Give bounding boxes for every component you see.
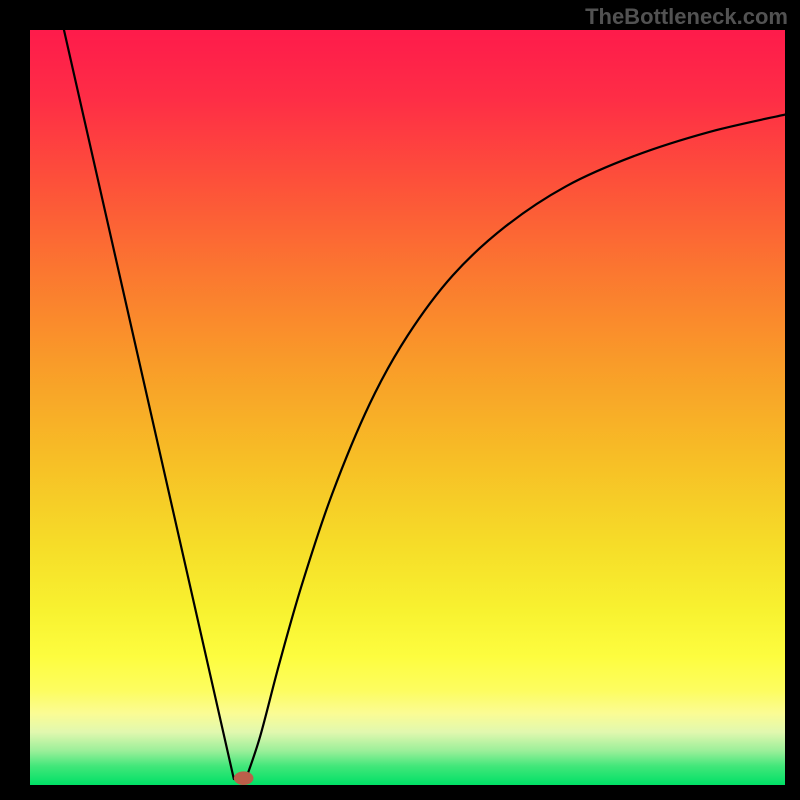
vertex-marker bbox=[234, 771, 254, 785]
curve-path bbox=[64, 30, 785, 780]
chart-container: TheBottleneck.com bbox=[0, 0, 800, 800]
watermark-text: TheBottleneck.com bbox=[585, 4, 788, 30]
plot-area bbox=[30, 30, 785, 785]
bottleneck-curve bbox=[30, 30, 785, 785]
